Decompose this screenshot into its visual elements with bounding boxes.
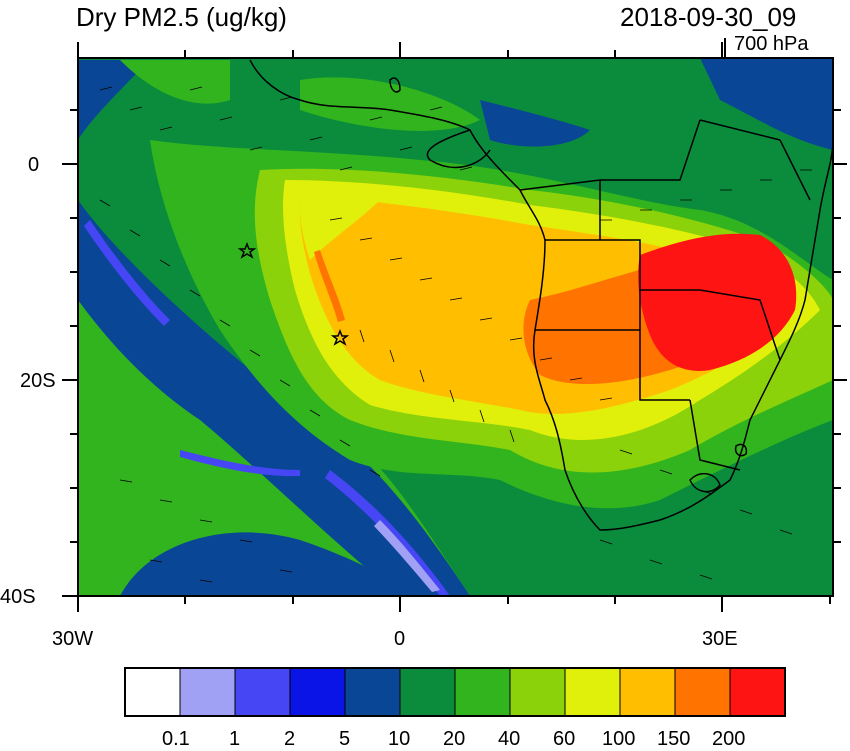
colorbar-swatch xyxy=(729,667,786,717)
map-datetime: 2018-09-30_09 xyxy=(620,2,797,32)
wind-barbs xyxy=(99,86,812,583)
colorbar-label: 10 xyxy=(388,728,411,750)
colorbar-swatch xyxy=(344,667,401,717)
lon-label-0: 0 xyxy=(394,628,406,650)
map-title: Dry PM2.5 (ug/kg) xyxy=(76,2,287,32)
lat-label-20s: 20S xyxy=(20,370,56,392)
colorbar-swatch xyxy=(454,667,511,717)
pm25-field xyxy=(78,58,833,596)
colorbar-label: 60 xyxy=(553,728,576,750)
colorbar-label: 5 xyxy=(339,728,351,750)
colorbar-label: 150 xyxy=(657,728,691,750)
star-marker xyxy=(237,241,257,259)
colorbar-swatch xyxy=(289,667,346,717)
colorbar-label: 0.1 xyxy=(162,728,190,750)
lon-label-30w: 30W xyxy=(52,628,94,650)
lat-label-40s: 40S xyxy=(0,586,36,608)
colorbar-label: 2 xyxy=(284,728,296,750)
colorbar-label: 100 xyxy=(602,728,636,750)
colorbar-outline xyxy=(124,667,786,717)
level-marker xyxy=(724,38,726,58)
star-markers xyxy=(237,241,350,346)
colorbar-label: 200 xyxy=(712,728,746,750)
colorbar-swatch xyxy=(619,667,676,717)
pressure-level: 700 hPa xyxy=(734,33,809,55)
colorbar-swatch xyxy=(674,667,731,717)
colorbar-label: 40 xyxy=(498,728,521,750)
star-marker xyxy=(330,328,350,346)
colorbar-swatch xyxy=(179,667,236,717)
colorbar-label: 20 xyxy=(443,728,466,750)
colorbar xyxy=(124,667,786,717)
colorbar-swatch xyxy=(564,667,621,717)
coastlines xyxy=(249,59,833,531)
axis-ticks xyxy=(62,42,847,612)
colorbar-label: 1 xyxy=(229,728,241,750)
lat-label-0: 0 xyxy=(28,154,40,176)
colorbar-swatch xyxy=(234,667,291,717)
colorbar-swatch xyxy=(399,667,456,717)
colorbar-swatch xyxy=(509,667,566,717)
colorbar-swatch xyxy=(124,667,181,717)
lon-label-30e: 30E xyxy=(702,628,738,650)
